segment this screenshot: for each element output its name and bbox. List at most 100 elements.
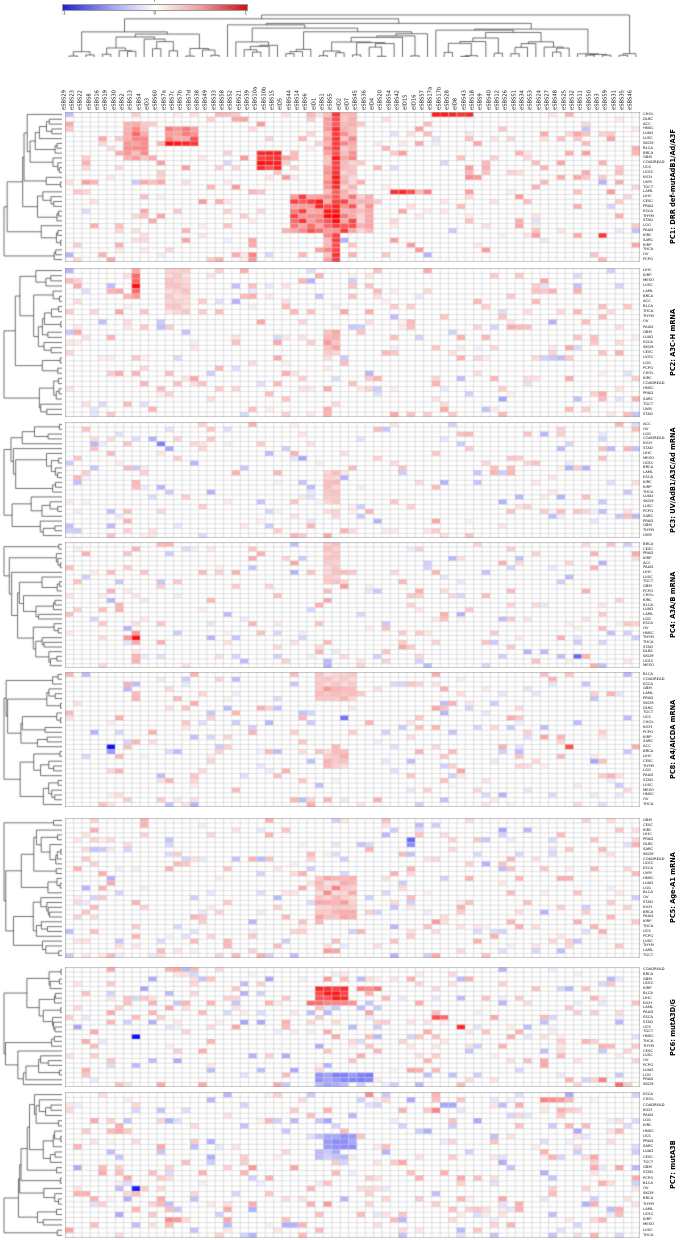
row-label: TGCT bbox=[643, 401, 654, 407]
row-label: LAML bbox=[643, 1207, 654, 1212]
row-label: UCEC bbox=[643, 170, 654, 175]
row-label: THYM bbox=[643, 1201, 654, 1206]
row-label: PCPG bbox=[643, 257, 654, 262]
row-dendrogram-pc6 bbox=[2, 967, 62, 1087]
column-label: eSBS53 bbox=[527, 90, 534, 110]
row-label: BRCA bbox=[643, 749, 654, 754]
row-label: UVM bbox=[643, 533, 652, 538]
row-label: UCEC bbox=[643, 861, 654, 866]
column-label: eSBS18 bbox=[469, 90, 475, 110]
column-label: eID4 bbox=[369, 97, 375, 110]
column-label: eSBS46 bbox=[627, 90, 634, 110]
row-label: SKCM bbox=[643, 1191, 654, 1196]
row-label: BRCA bbox=[643, 971, 654, 977]
row-label: PAAD bbox=[643, 914, 654, 919]
row-dendrogram-pc3 bbox=[2, 422, 62, 538]
heatmap-pc8 bbox=[65, 672, 640, 807]
row-label: COADREAD bbox=[643, 1102, 665, 1107]
column-label: eSBS15 bbox=[269, 90, 275, 110]
row-label: BRCA bbox=[643, 150, 654, 156]
column-label: eSBS32 bbox=[569, 90, 575, 110]
row-label: THYM bbox=[643, 1043, 654, 1049]
row-label: ACC bbox=[643, 560, 651, 565]
row-label: KICH bbox=[643, 1000, 653, 1005]
row-label: UCEC bbox=[643, 1212, 654, 1217]
row-label: CHOL bbox=[643, 720, 654, 725]
row-label: BLCA bbox=[643, 145, 653, 151]
row-label: THCA bbox=[643, 309, 654, 314]
column-label: eSBS50 bbox=[585, 90, 592, 110]
row-label: LGG bbox=[643, 885, 651, 890]
column-label: eSBS39 bbox=[244, 90, 250, 110]
heatmap-pc7 bbox=[65, 1092, 640, 1238]
row-label: PAAD bbox=[643, 1010, 654, 1015]
row-label: PRAD bbox=[643, 391, 654, 396]
row-label: PCPG bbox=[643, 588, 654, 593]
row-label: UCS bbox=[643, 715, 651, 720]
heatmap-pc4 bbox=[65, 542, 640, 668]
column-label: eSBS5 bbox=[327, 93, 334, 110]
column-label: eSBS22 bbox=[77, 90, 84, 110]
panel-pc7: ESCA CHOL COADREAD KICH PAAD LGG KIRC HNSC UCS PR… bbox=[0, 1092, 682, 1238]
row-label: BRCA bbox=[643, 909, 654, 915]
row-label: BLCA bbox=[643, 991, 653, 996]
row-label: UCS bbox=[643, 929, 651, 934]
column-label: eSBS57 bbox=[419, 90, 425, 110]
row-label: ACC bbox=[643, 299, 651, 304]
row-label: HNSC bbox=[643, 876, 654, 881]
row-label: PCPG bbox=[643, 933, 654, 939]
row-label: KIRP bbox=[643, 484, 652, 490]
column-label: eSBS44 bbox=[285, 90, 292, 110]
panel-pc1: CHOL DLBC ACC HNSC LUAD LUSC SKCM BLCA BRCA GBM CO… bbox=[0, 112, 682, 262]
row-label: KIRC bbox=[643, 827, 652, 832]
row-dendrogram-pc8 bbox=[2, 672, 62, 807]
row-label: LUSC bbox=[643, 1053, 653, 1058]
row-label: LIHC bbox=[643, 754, 652, 759]
row-label: LIHC bbox=[643, 570, 652, 575]
row-label: MESO bbox=[643, 787, 655, 793]
row-label: SKCM bbox=[643, 141, 654, 146]
row-label: PRAD bbox=[643, 837, 654, 842]
row-label: UCS bbox=[643, 165, 651, 170]
column-label: eSBS48 bbox=[552, 90, 559, 110]
row-label: CESC bbox=[643, 1154, 654, 1160]
column-label: eSBS14 bbox=[294, 90, 300, 110]
row-label: UCEC bbox=[643, 981, 654, 986]
column-label: eSBS60 bbox=[152, 90, 159, 110]
row-label: COADREAD bbox=[643, 967, 665, 972]
row-label: PAAD bbox=[643, 228, 654, 233]
panel-title-pc7: PC7: mutA3B bbox=[669, 1140, 677, 1190]
row-label: PAAD bbox=[643, 565, 654, 570]
column-label: eSBS25 bbox=[560, 90, 567, 110]
row-label: TGCT bbox=[643, 1160, 654, 1165]
column-label: eSBS28 bbox=[444, 90, 450, 110]
colorbar-gradient bbox=[62, 4, 248, 11]
row-labels-pc3: ACC OV LGG COADREAD KICH STAD LIHC MESO UCEC BRCA… bbox=[643, 422, 667, 538]
row-label: PRAD bbox=[643, 551, 654, 556]
row-label: LAML bbox=[643, 1005, 654, 1010]
row-label: LUAD bbox=[643, 494, 654, 499]
heatmap-pc5 bbox=[65, 818, 640, 958]
column-label: eSBS43 bbox=[460, 90, 467, 110]
row-label: LUSC bbox=[643, 938, 653, 943]
row-label: THYM bbox=[643, 635, 654, 640]
row-label: UCS bbox=[643, 1024, 651, 1029]
row-label: MESO bbox=[643, 1222, 655, 1227]
row-label: LAML bbox=[643, 691, 654, 696]
row-label: CHOL bbox=[643, 1097, 654, 1102]
column-label: eSBS16 bbox=[94, 90, 100, 110]
column-label: eSBS2 bbox=[119, 93, 125, 110]
row-label: LUAD bbox=[643, 131, 654, 136]
row-label: BLCA bbox=[643, 1180, 653, 1186]
row-label: LIHC bbox=[643, 194, 652, 199]
row-label: BLCA bbox=[643, 602, 653, 607]
row-label: ESCA bbox=[643, 621, 654, 626]
column-label: eSBS42 bbox=[394, 90, 400, 110]
column-label: eID2 bbox=[335, 97, 342, 110]
column-label: eSBS7a bbox=[160, 90, 167, 110]
row-label: ESCA bbox=[643, 208, 654, 214]
panel-title-pc4: PC4: A3A/B mRNA bbox=[669, 571, 677, 639]
column-label: eSBS12 bbox=[494, 90, 500, 110]
row-label: BRCA bbox=[643, 465, 654, 470]
row-label: STAD bbox=[643, 412, 653, 417]
